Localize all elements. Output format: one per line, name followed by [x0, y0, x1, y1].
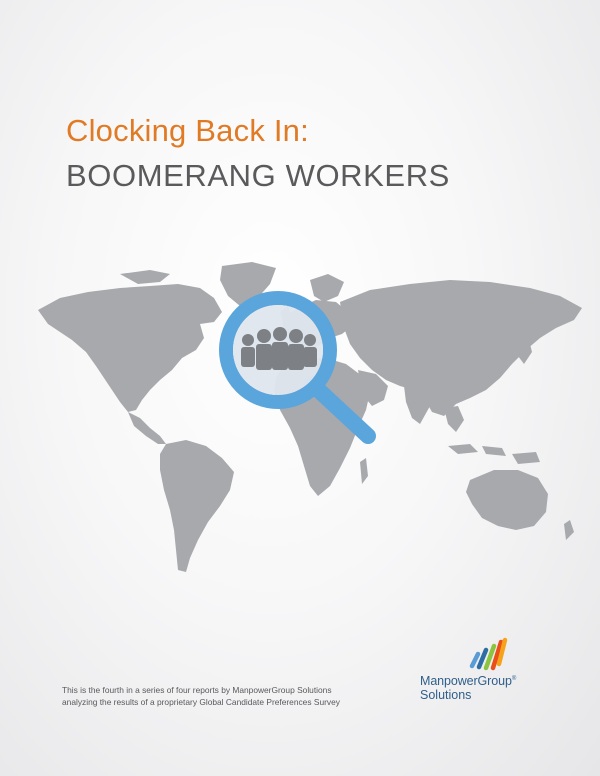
manpowergroup-stripes-logo: [469, 637, 508, 671]
world-map-illustration: [0, 240, 600, 600]
scandinavia: [310, 274, 344, 302]
magnifier-handle: [304, 376, 376, 444]
south-america: [160, 440, 234, 572]
magnifying-glass-icon: [219, 291, 376, 444]
world-map-icon: [38, 262, 582, 572]
japan: [518, 336, 532, 364]
title-line-1: Clocking Back In:: [66, 113, 309, 148]
logo-name: ManpowerGroup®: [420, 674, 516, 688]
asia: [340, 280, 582, 416]
greenland: [220, 262, 276, 306]
southeast-asia: [444, 406, 464, 432]
central-america: [128, 412, 166, 444]
india: [404, 386, 430, 424]
australia: [466, 470, 548, 530]
north-america: [38, 284, 222, 412]
registered-mark: ®: [511, 675, 517, 682]
title-block: Clocking Back In: BOOMERANG WORKERS: [66, 112, 586, 196]
magnifier-rim: [219, 291, 337, 409]
logo-name-text: ManpowerGroup: [420, 674, 512, 688]
north-america-arctic: [120, 270, 170, 284]
indonesia-2: [482, 446, 506, 456]
series-description-line-1: This is the fourth in a series of four r…: [62, 685, 332, 695]
logo-subtitle: Solutions: [420, 688, 472, 702]
madagascar: [360, 458, 368, 484]
title-line-2: BOOMERANG WORKERS: [66, 158, 450, 193]
series-description: This is the fourth in a series of four r…: [62, 684, 392, 708]
indonesia-1: [448, 444, 478, 454]
manpowergroup-solutions-logo: ManpowerGroup® Solutions: [420, 636, 570, 716]
series-description-line-2: analyzing the results of a proprietary G…: [62, 697, 340, 707]
papua: [512, 452, 540, 464]
people-group-icon: [241, 327, 317, 370]
arabia: [358, 370, 388, 406]
continents: [38, 262, 582, 572]
new-zealand: [564, 520, 574, 540]
